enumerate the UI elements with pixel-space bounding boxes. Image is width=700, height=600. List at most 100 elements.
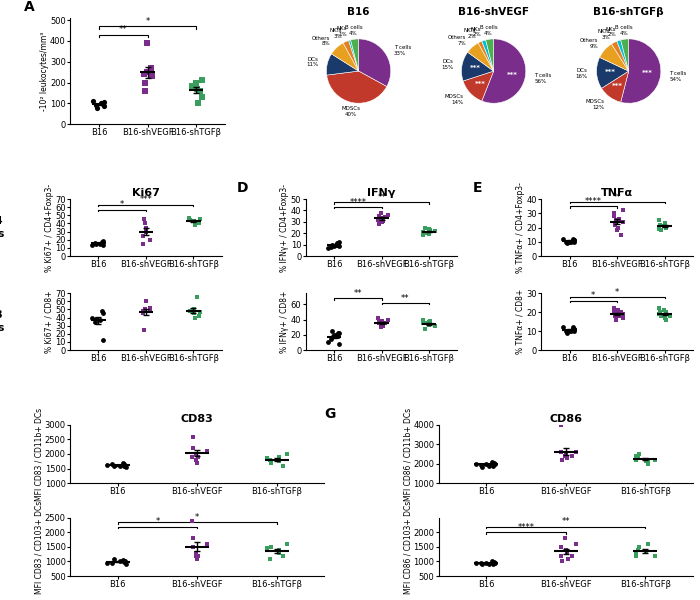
Point bbox=[418, 319, 429, 328]
Point bbox=[420, 223, 431, 232]
Point bbox=[630, 455, 641, 464]
Point bbox=[561, 548, 573, 557]
Y-axis label: % TNFα+ / CD8+: % TNFα+ / CD8+ bbox=[516, 289, 525, 354]
Text: D: D bbox=[237, 181, 248, 195]
Point bbox=[332, 329, 344, 338]
Point bbox=[88, 97, 99, 106]
Point bbox=[630, 548, 641, 557]
Text: B cells
4%: B cells 4% bbox=[480, 25, 497, 35]
Point bbox=[106, 460, 118, 469]
Text: NKTs
3%: NKTs 3% bbox=[330, 28, 342, 39]
Point bbox=[193, 551, 204, 560]
Point bbox=[470, 459, 482, 469]
Point bbox=[140, 223, 151, 232]
Text: NKTs
3%: NKTs 3% bbox=[598, 29, 610, 40]
Text: **: ** bbox=[561, 517, 570, 526]
Point bbox=[564, 326, 575, 336]
Point bbox=[141, 67, 153, 77]
Y-axis label: MFI CD86 / CD11b+ DCs: MFI CD86 / CD11b+ DCs bbox=[403, 407, 412, 500]
Point bbox=[191, 455, 202, 464]
Text: G: G bbox=[324, 407, 336, 421]
Point bbox=[202, 446, 213, 456]
Point bbox=[120, 461, 131, 471]
Point bbox=[659, 218, 671, 228]
Point bbox=[377, 216, 388, 226]
Wedge shape bbox=[600, 44, 629, 71]
Text: ***: *** bbox=[612, 83, 623, 89]
Point bbox=[273, 457, 284, 466]
Point bbox=[608, 304, 620, 313]
Point bbox=[561, 453, 573, 463]
Point bbox=[332, 239, 344, 248]
Point bbox=[555, 542, 566, 552]
Point bbox=[188, 305, 199, 314]
Point bbox=[98, 240, 109, 250]
Point bbox=[191, 551, 202, 560]
Wedge shape bbox=[612, 41, 629, 71]
Point bbox=[183, 213, 195, 223]
Point bbox=[561, 237, 572, 247]
Point bbox=[187, 81, 198, 91]
Text: Others
9%: Others 9% bbox=[580, 38, 598, 49]
Point bbox=[650, 455, 661, 464]
Point bbox=[612, 309, 623, 319]
Point bbox=[146, 71, 158, 81]
Point bbox=[660, 315, 671, 325]
Point bbox=[423, 320, 434, 330]
Point bbox=[106, 558, 118, 568]
Point bbox=[477, 560, 488, 569]
Point bbox=[375, 208, 386, 217]
Point bbox=[137, 231, 148, 241]
Point bbox=[90, 239, 101, 248]
Point bbox=[115, 461, 126, 470]
Text: T cells
54%: T cells 54% bbox=[669, 71, 687, 82]
Point bbox=[373, 211, 384, 221]
Point bbox=[193, 452, 204, 461]
Point bbox=[377, 321, 388, 331]
Point bbox=[480, 558, 491, 568]
Point bbox=[373, 313, 384, 323]
Text: NKs
2%: NKs 2% bbox=[606, 26, 616, 37]
Point bbox=[144, 306, 155, 316]
Point bbox=[561, 326, 572, 336]
Point bbox=[640, 456, 651, 466]
Point bbox=[568, 325, 579, 334]
Wedge shape bbox=[358, 39, 391, 86]
Point bbox=[118, 458, 129, 467]
Point bbox=[120, 462, 132, 472]
Text: ****: **** bbox=[584, 197, 602, 206]
Text: **: ** bbox=[354, 289, 362, 298]
Text: *: * bbox=[615, 287, 619, 296]
Point bbox=[98, 308, 109, 318]
Point bbox=[99, 101, 110, 111]
Point bbox=[489, 458, 500, 467]
Point bbox=[569, 236, 580, 245]
Text: *: * bbox=[195, 513, 199, 522]
Point bbox=[653, 309, 664, 319]
Point bbox=[188, 443, 199, 453]
Point bbox=[202, 539, 213, 549]
Wedge shape bbox=[601, 71, 629, 102]
Point bbox=[190, 548, 202, 557]
Point bbox=[555, 420, 566, 430]
Point bbox=[566, 451, 578, 461]
Point bbox=[192, 292, 203, 302]
Wedge shape bbox=[621, 39, 661, 103]
Point bbox=[559, 451, 570, 461]
Point bbox=[561, 545, 572, 554]
Point bbox=[642, 459, 653, 469]
Point bbox=[556, 557, 568, 566]
Point bbox=[333, 329, 344, 338]
Point bbox=[567, 234, 578, 244]
Point bbox=[184, 306, 195, 316]
Point bbox=[423, 230, 434, 239]
Text: *: * bbox=[146, 17, 150, 26]
Point bbox=[559, 533, 570, 543]
Point bbox=[633, 453, 644, 463]
Point bbox=[487, 461, 498, 470]
Wedge shape bbox=[343, 40, 358, 71]
Point bbox=[484, 461, 495, 470]
Point bbox=[642, 539, 653, 549]
Text: ***: *** bbox=[475, 81, 486, 87]
Point bbox=[119, 460, 130, 469]
